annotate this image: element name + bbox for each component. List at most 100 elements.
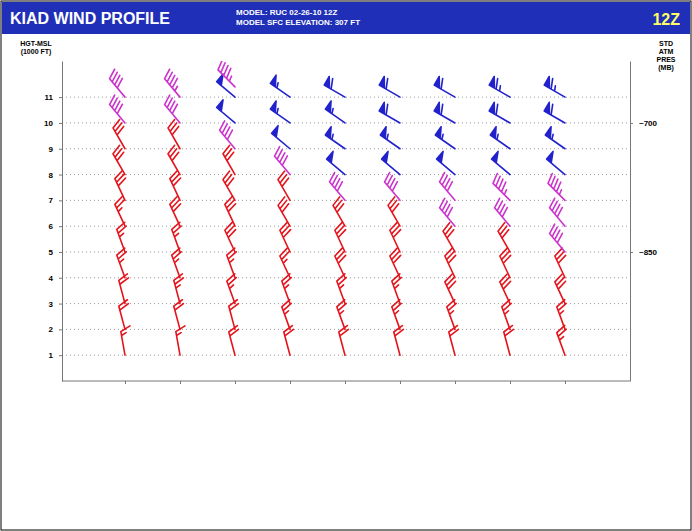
wind-barb	[379, 76, 400, 97]
x-tick-mark	[510, 381, 511, 384]
y-tick-mark	[59, 304, 62, 305]
y2-axis-title-line: PRES	[656, 56, 675, 63]
grid-line	[62, 200, 630, 201]
y2-tick-label: ~850	[639, 248, 658, 257]
wind-barb	[390, 222, 401, 252]
y2-axis-line	[630, 62, 631, 382]
x-axis	[62, 381, 630, 384]
chart-svg: KIAD WIND PROFILEMODEL: RUC 02-26-10 12Z…	[0, 0, 692, 531]
y-tick-label: 6	[49, 222, 54, 231]
wind-barb	[504, 326, 514, 356]
wind-barb	[324, 76, 345, 97]
x-tick-mark	[235, 381, 236, 384]
x-tick-mark	[345, 381, 346, 384]
y-tick: 2	[49, 325, 62, 334]
wind-barb	[275, 147, 290, 175]
y-tick-mark	[59, 278, 62, 279]
wind-barb	[388, 197, 400, 226]
grid-line	[62, 97, 630, 98]
x-tick-mark	[125, 381, 126, 384]
wind-barb	[284, 326, 294, 356]
y2-axis-title-line: STD	[659, 40, 673, 47]
wind-barb	[500, 248, 511, 278]
wind-barb	[443, 223, 455, 252]
wind-barb	[545, 127, 565, 149]
barb-column	[270, 75, 293, 355]
wind-barb	[280, 222, 291, 252]
wind-barb	[278, 171, 290, 200]
y2-tick-label: ~700	[639, 119, 658, 128]
wind-barb	[390, 248, 401, 278]
y-tick-label: 8	[49, 171, 54, 180]
subtitle: MODEL SFC ELEVATION: 307 FT	[236, 18, 360, 27]
grid	[62, 97, 630, 355]
header-bar	[2, 2, 690, 34]
barb-column	[110, 69, 130, 355]
wind-barb	[339, 326, 349, 356]
x-tick	[180, 381, 181, 384]
y-tick-mark	[59, 226, 62, 227]
y-tick-mark	[59, 97, 62, 98]
wind-barb	[229, 326, 239, 356]
y2-axis: ~700 ~850	[630, 62, 658, 382]
wind-barb	[437, 151, 455, 174]
wind-barb	[121, 326, 130, 355]
wind-barb	[550, 198, 565, 226]
wind-barb	[110, 69, 125, 97]
wind-barb	[495, 198, 510, 226]
x-tick-mark	[400, 381, 401, 384]
wind-barb	[547, 151, 565, 174]
y-tick: 8	[49, 171, 62, 180]
wind-barb	[165, 95, 180, 123]
x-tick	[455, 381, 456, 384]
title: KIAD WIND PROFILE	[10, 10, 170, 27]
grid-line	[62, 226, 630, 227]
x-tick	[400, 381, 401, 384]
wind-barb	[493, 173, 510, 200]
wind-barb	[489, 102, 510, 123]
wind-barb	[327, 151, 345, 174]
wind-barb	[394, 326, 404, 356]
wind-barb	[440, 172, 455, 200]
y-tick-mark	[59, 175, 62, 176]
wind-barb	[280, 248, 290, 278]
wind-barb	[270, 101, 290, 123]
wind-barb	[270, 75, 290, 97]
grid-line	[62, 329, 630, 330]
y2-tick-mark	[630, 252, 633, 253]
y-tick-label: 9	[49, 145, 54, 154]
wind-barb	[174, 300, 184, 330]
y2-axis-title: STDATMPRES(MB)	[656, 40, 675, 72]
x-tick	[290, 381, 291, 384]
y-tick-mark	[59, 329, 62, 330]
y-tick-label: 1	[49, 351, 54, 360]
wind-barb	[325, 127, 345, 149]
wind-barb	[220, 121, 235, 149]
wind-barb	[229, 300, 239, 330]
wind-barb	[165, 69, 180, 97]
y-tick-label: 5	[49, 248, 54, 257]
x-tick	[345, 381, 346, 384]
y-tick: 6	[49, 222, 62, 231]
y2-tick: ~850	[630, 248, 658, 257]
wind-barb	[272, 126, 290, 149]
wind-barb	[218, 61, 235, 87]
barb-column	[165, 69, 185, 355]
barb-column	[379, 76, 403, 355]
wind-barb	[492, 151, 510, 174]
barb-column	[324, 76, 348, 355]
valid-time: 12Z	[652, 11, 680, 28]
barb-column	[544, 76, 566, 355]
x-tick	[125, 381, 126, 384]
y-tick: 5	[49, 248, 62, 257]
y-tick-label: 7	[49, 196, 54, 205]
y-tick: 4	[49, 274, 62, 283]
grid-line	[62, 355, 630, 356]
wind-barb	[445, 248, 456, 278]
barb-column	[489, 76, 513, 355]
wind-barb	[225, 222, 236, 252]
y-axis-line	[62, 62, 63, 382]
y-tick-label: 3	[49, 300, 54, 309]
y-axis: 1234567891011	[44, 62, 62, 382]
wind-barb	[170, 197, 181, 227]
